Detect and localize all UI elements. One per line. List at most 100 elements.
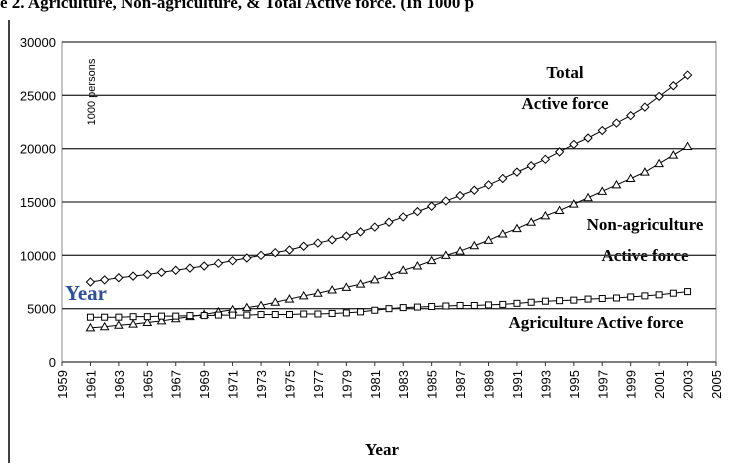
y-tick-label: 30000 [20, 35, 56, 50]
x-tick-label: 1979 [339, 370, 354, 399]
marker [612, 294, 620, 302]
marker [341, 231, 352, 241]
marker [540, 154, 551, 165]
marker [86, 313, 94, 321]
marker [355, 279, 366, 288]
x-tick-label: 2003 [681, 370, 696, 399]
y-tick-label: 20000 [20, 142, 56, 157]
marker [242, 253, 252, 263]
marker [128, 271, 138, 281]
marker [398, 212, 408, 222]
y-tick-label: 25000 [20, 88, 56, 103]
marker [284, 245, 295, 255]
marker [85, 322, 96, 332]
marker [271, 311, 279, 319]
marker [285, 311, 293, 319]
marker [229, 311, 237, 319]
marker [654, 158, 664, 168]
marker [469, 185, 480, 195]
marker [583, 192, 593, 202]
marker [398, 265, 409, 274]
x-tick-label: 1985 [425, 370, 440, 399]
marker [441, 196, 451, 206]
marker [284, 294, 295, 303]
marker [527, 298, 535, 306]
marker [256, 300, 266, 309]
x-tick-label: 1997 [595, 370, 610, 399]
marker [385, 305, 393, 313]
marker [455, 190, 465, 201]
marker [627, 293, 635, 301]
marker [328, 309, 336, 317]
x-tick-label: 1989 [482, 370, 497, 399]
marker [243, 311, 251, 319]
x-tick-label: 1975 [282, 370, 297, 399]
marker [498, 173, 508, 184]
marker [668, 150, 679, 159]
x-tick-label: 1995 [567, 370, 582, 399]
x-tick-label: 1969 [197, 370, 212, 399]
marker [256, 250, 266, 261]
marker [526, 161, 536, 171]
marker [342, 309, 350, 317]
x-tick-label: 1987 [453, 370, 468, 399]
marker [455, 246, 465, 255]
marker [483, 235, 494, 244]
marker [469, 240, 480, 250]
marker [270, 247, 280, 258]
marker [497, 228, 508, 238]
marker [327, 284, 337, 294]
marker [128, 319, 138, 328]
marker [568, 199, 579, 208]
marker [257, 311, 265, 319]
marker [512, 167, 522, 177]
marker [270, 297, 281, 306]
marker [654, 91, 664, 102]
marker [213, 258, 224, 269]
marker [199, 261, 209, 271]
marker [655, 291, 663, 299]
marker [313, 288, 323, 297]
marker [300, 310, 308, 318]
marker [426, 201, 437, 211]
marker [186, 312, 194, 320]
y-tick-label: 0 [49, 355, 56, 370]
marker [611, 179, 622, 189]
marker [428, 303, 436, 311]
marker [369, 274, 380, 284]
marker [597, 125, 607, 136]
marker [370, 222, 380, 232]
annotation: Non-agriculture [587, 215, 704, 234]
y-tick-label: 15000 [20, 195, 56, 210]
marker [569, 139, 579, 150]
marker [341, 282, 352, 291]
x-tick-label: 1965 [140, 370, 155, 399]
marker [513, 299, 521, 307]
marker [442, 302, 450, 310]
annotation: Year [65, 281, 107, 305]
marker [598, 295, 606, 303]
marker [412, 260, 423, 270]
marker [214, 311, 222, 319]
marker [682, 70, 693, 80]
marker [413, 303, 421, 311]
marker [570, 296, 578, 304]
x-tick-label: 2001 [652, 370, 667, 399]
marker [357, 308, 365, 316]
annotation: Total [546, 63, 583, 82]
marker [200, 312, 208, 320]
marker [85, 277, 96, 287]
marker [99, 321, 110, 331]
marker [156, 267, 167, 278]
marker [640, 102, 650, 112]
marker [669, 289, 677, 297]
series-line [90, 146, 688, 329]
x-axis-label: Year [365, 440, 399, 459]
marker [114, 320, 124, 329]
marker [541, 297, 549, 305]
marker [583, 133, 593, 143]
marker [584, 295, 592, 303]
marker [298, 290, 309, 300]
